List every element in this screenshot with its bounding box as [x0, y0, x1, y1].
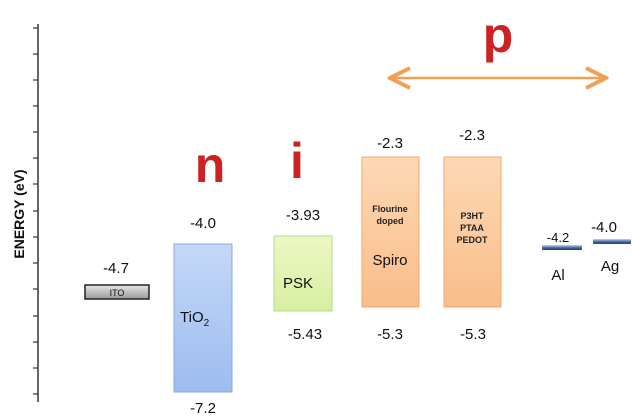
psk-label: PSK: [283, 275, 313, 292]
al-bar: [542, 245, 582, 250]
ag-label: Ag: [601, 258, 619, 275]
psk-block: -3.93 PSK -5.43: [273, 207, 333, 343]
spiro-top-value: -2.3: [377, 135, 403, 152]
psk-bar: [273, 235, 333, 312]
tio2-label: TiO2: [180, 309, 210, 329]
htm-bottom-value: -5.3: [460, 326, 486, 343]
ag-level: -4.0 Ag: [591, 219, 631, 275]
ito-level: -4.7 ITO: [84, 260, 150, 300]
spiro-note-line1: Flourine: [372, 204, 408, 214]
spiro-bottom-value: -5.3: [377, 326, 403, 343]
tio2-bar: [173, 243, 233, 393]
ito-bar: [84, 284, 150, 300]
htm-line2: PTAA: [460, 223, 484, 233]
ito-level-value: -4.7: [103, 260, 129, 277]
htm-top-value: -2.3: [459, 127, 485, 144]
psk-top-value: -3.93: [286, 207, 320, 224]
energy-axis: ENERGY (eV): [11, 24, 39, 402]
psk-bottom-value: -5.43: [288, 326, 322, 343]
spiro-block: -2.3 Flourine doped Spiro -5.3: [361, 135, 420, 343]
al-label: Al: [551, 267, 564, 284]
axis-label: ENERGY (eV): [11, 169, 27, 258]
al-level: -4.2 Al: [542, 230, 582, 284]
tio2-block: -4.0 TiO2 -7.2: [173, 215, 233, 416]
ito-label: ITO: [110, 288, 125, 298]
region-p-label: p: [483, 7, 514, 63]
region-i-label: i: [290, 133, 304, 189]
spiro-bar: [361, 156, 420, 308]
ag-bar: [593, 239, 631, 244]
spiro-note-line2: doped: [377, 216, 404, 226]
htm-line1: P3HT: [460, 211, 484, 221]
spiro-label: Spiro: [372, 252, 407, 269]
tio2-top-value: -4.0: [190, 215, 216, 232]
htm-block: -2.3 P3HT PTAA PEDOT -5.3: [443, 127, 502, 343]
axis-ticks: [33, 27, 38, 395]
ag-level-value: -4.0: [591, 219, 617, 236]
htm-line3: PEDOT: [456, 235, 488, 245]
tio2-bottom-value: -7.2: [190, 400, 216, 416]
region-n-label: n: [195, 137, 226, 193]
htm-bar: [443, 156, 502, 308]
al-level-value: -4.2: [547, 230, 569, 245]
